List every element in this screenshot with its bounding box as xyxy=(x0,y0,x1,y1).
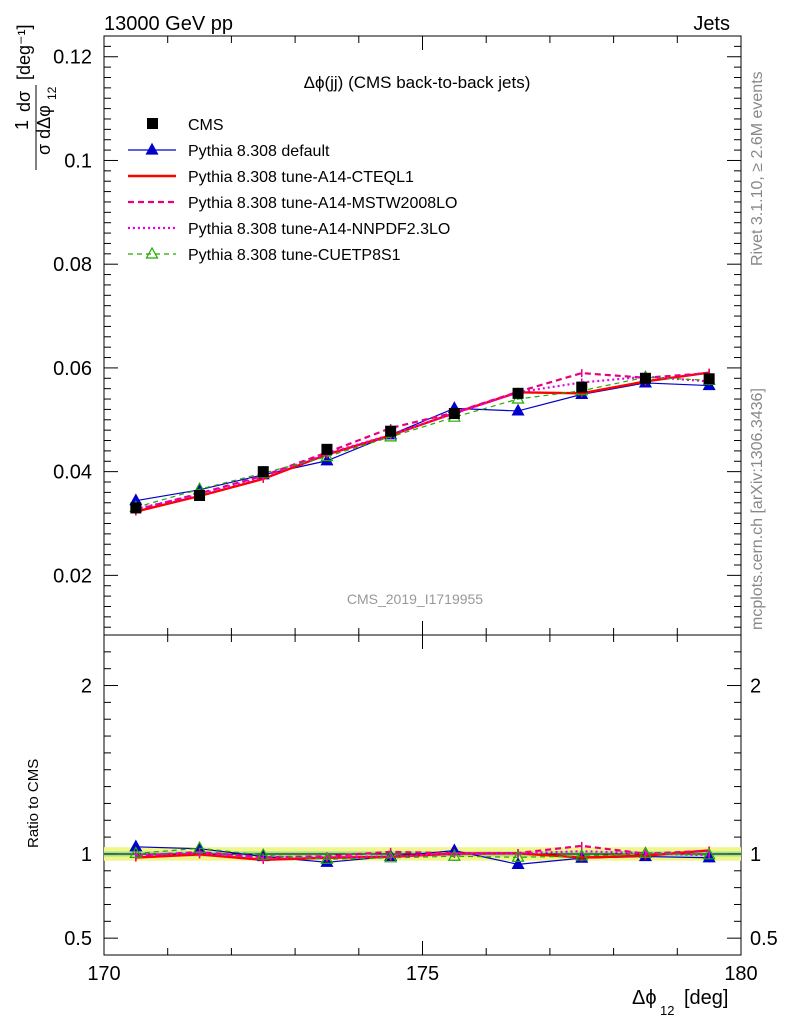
ratio-tick-label: 1 xyxy=(81,844,92,866)
source-label: mcplots.cern.ch [arXiv:1306.3436] xyxy=(749,388,766,630)
data-point xyxy=(512,387,524,399)
ratio-tick-label: 0.5 xyxy=(64,928,92,950)
x-axis-label: Δϕ 12 [deg] xyxy=(632,987,728,1018)
ratio-series-line xyxy=(135,850,710,860)
series-main xyxy=(129,368,716,516)
ratio-series-point xyxy=(320,852,334,864)
y-tick-label: 0.08 xyxy=(53,254,92,276)
y-tick-label: 0.02 xyxy=(53,565,92,587)
ratio-series-point xyxy=(575,848,589,861)
x-label-main: Δϕ xyxy=(632,987,657,1009)
data-point xyxy=(448,408,460,420)
legend-label: Pythia 8.308 tune-A14-MSTW2008LO xyxy=(188,195,457,212)
series-line xyxy=(135,382,710,502)
data-point xyxy=(130,502,142,514)
legend-label: Pythia 8.308 tune-A14-NNPDF2.3LO xyxy=(188,221,450,238)
series-point xyxy=(511,403,525,416)
ratio-series-point xyxy=(384,850,398,863)
ratio-tick-label: 2 xyxy=(81,676,92,698)
x-tick-label: 180 xyxy=(724,963,757,985)
ratio-series-point xyxy=(193,840,207,853)
axes: 170 175 180 0.02 0.04 0.06 0.08 0.1 0.12 0.5 0.5 1 1… xyxy=(53,35,778,985)
analysis-id: CMS_2019_I1719955 xyxy=(347,591,483,607)
data-point xyxy=(639,372,651,384)
ratio-series-point xyxy=(256,847,270,860)
x-label-sub: 12 xyxy=(660,1003,674,1018)
y-label-dsigma: 1 xyxy=(12,120,32,130)
ratio-tick-label-right: 0.5 xyxy=(750,928,778,950)
series-line xyxy=(135,376,710,508)
series-line xyxy=(135,371,710,513)
y-tick-label: 0.1 xyxy=(64,150,92,172)
legend-label: Pythia 8.308 tune-A14-CTEQL1 xyxy=(188,169,414,186)
ratio-plot-frame xyxy=(103,634,742,956)
header-left: 13000 GeV pp xyxy=(104,13,233,35)
legend-marker xyxy=(147,118,158,129)
rivet-label: Rivet 3.1.10, ≥ 2.6M events xyxy=(749,71,766,266)
series-line xyxy=(135,371,710,512)
ratio-series-point xyxy=(129,839,143,852)
svg-text:12: 12 xyxy=(45,86,59,100)
data-point xyxy=(257,466,269,478)
ratio-series-point xyxy=(447,849,461,861)
header-right: Jets xyxy=(693,13,730,35)
svg-text:dσ: dσ xyxy=(14,91,34,112)
ratio-series-line xyxy=(135,847,710,860)
ratio-y-label: Ratio to CMS xyxy=(25,759,42,848)
ratio-tick-label-right: 1 xyxy=(750,844,761,866)
y-tick-label: 0.12 xyxy=(53,47,92,69)
svg-text:σ dΔφ: σ dΔφ xyxy=(34,105,54,155)
y-axis-label: 1 dσ σ dΔφ 12 [deg⁻¹] xyxy=(12,24,59,170)
data-point xyxy=(321,443,333,455)
y-tick-label: 0.06 xyxy=(53,358,92,380)
ratio-series-point xyxy=(511,850,525,862)
plot-title: Δϕ(jj) (CMS back-to-back jets) xyxy=(304,73,531,92)
ratio-tick-label-right: 2 xyxy=(750,676,761,698)
x-tick-label: 175 xyxy=(406,963,439,985)
legend-label: Pythia 8.308 default xyxy=(188,143,330,160)
svg-text:[deg⁻¹]: [deg⁻¹] xyxy=(14,24,34,80)
legend: CMS Pythia 8.308 default Pythia 8.308 tune… xyxy=(128,117,457,264)
data-point xyxy=(576,381,588,393)
y-tick-label: 0.04 xyxy=(53,462,92,484)
ratio-series-point xyxy=(129,846,143,859)
series-line xyxy=(135,375,710,511)
legend-label: Pythia 8.308 tune-CUETP8S1 xyxy=(188,247,401,264)
x-label-unit: [deg] xyxy=(684,987,728,1009)
data-point xyxy=(385,425,397,437)
data-point xyxy=(703,373,715,385)
legend-marker xyxy=(145,142,159,155)
ratio-series-point xyxy=(638,846,652,858)
series-point xyxy=(320,449,334,462)
x-tick-label: 170 xyxy=(87,963,120,985)
series-ratio xyxy=(129,839,716,869)
data-point xyxy=(194,489,206,501)
ratio-series-point xyxy=(702,847,716,860)
series-point xyxy=(320,453,334,466)
legend-label: CMS xyxy=(188,117,224,134)
ratio-series-point xyxy=(511,857,525,869)
legend-marker xyxy=(145,246,159,259)
